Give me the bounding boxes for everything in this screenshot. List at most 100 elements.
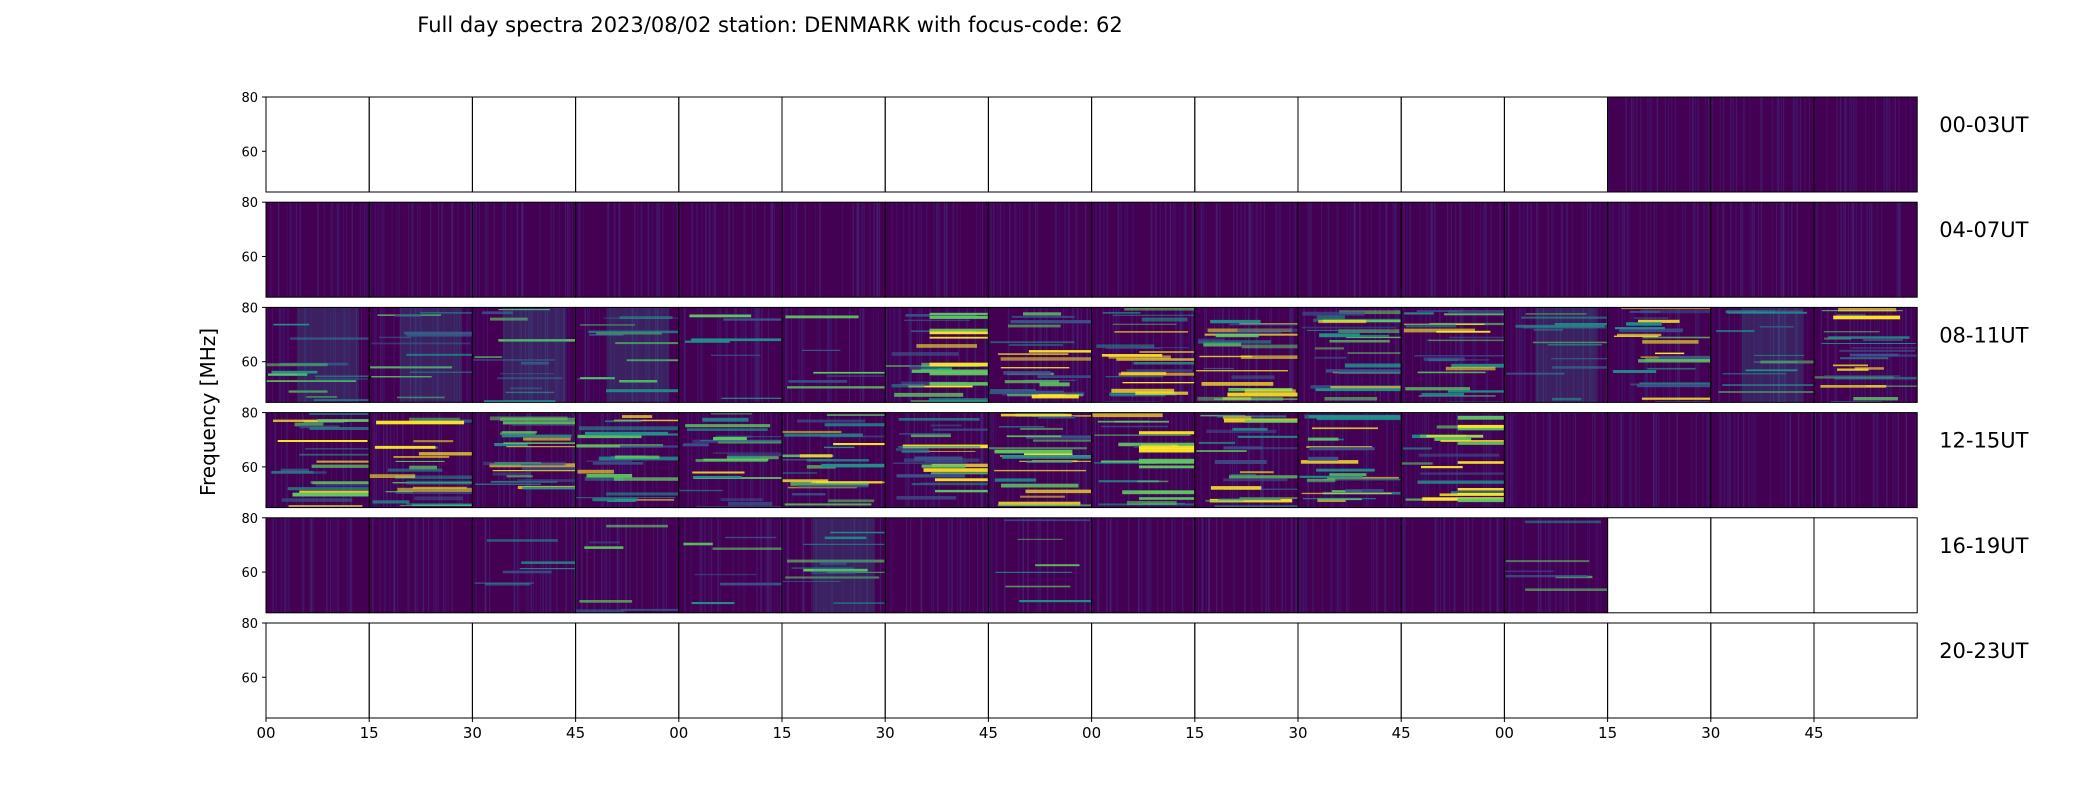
y-tick-label: 60 bbox=[241, 145, 258, 160]
y-tick-label: 80 bbox=[241, 407, 258, 422]
spectra-row-04-07ut: 80 60 04-07UT bbox=[241, 196, 2029, 298]
spectrum-panel bbox=[1400, 96, 1505, 193]
panel-frame bbox=[1813, 306, 1918, 403]
spectrum-panel bbox=[884, 96, 989, 193]
chart-title: Full day spectra 2023/08/02 station: DEN… bbox=[417, 13, 1122, 37]
spectrum-panel bbox=[471, 306, 577, 403]
spectrum-panel bbox=[884, 517, 989, 614]
spectrum-panel bbox=[1194, 306, 1299, 403]
panel-frame bbox=[781, 96, 886, 193]
spectrum-panel bbox=[1607, 517, 1712, 614]
spectrum-panel bbox=[265, 412, 370, 509]
x-tick-label: 00 bbox=[256, 724, 275, 742]
spectrum-panel bbox=[471, 622, 577, 719]
spectrum-panel bbox=[1813, 201, 1918, 298]
panel-frame bbox=[368, 96, 473, 193]
spectrum-panel bbox=[678, 517, 783, 614]
spectrum-panel bbox=[1400, 201, 1505, 298]
spectrum-panel bbox=[1710, 412, 1815, 509]
panel-frame bbox=[1400, 622, 1505, 719]
y-axis-label: Frequency [MHz] bbox=[196, 328, 220, 496]
spectrum-panel bbox=[1091, 201, 1196, 298]
x-tick-label: 30 bbox=[876, 724, 895, 742]
x-tick-label: 15 bbox=[360, 724, 379, 742]
spectrum-panel bbox=[1710, 517, 1815, 614]
spectrum-panel bbox=[368, 306, 473, 403]
x-axis: 00 15 30 45 00 15 30 45 00 15 30 45 00 15 30 45 bbox=[256, 718, 1824, 742]
x-tick-label: 30 bbox=[463, 724, 482, 742]
x-tick-label: 00 bbox=[669, 724, 688, 742]
panel-frame bbox=[1607, 517, 1712, 614]
spectrum-panel bbox=[1607, 412, 1712, 509]
spectrum-panel bbox=[1503, 517, 1609, 614]
panel-frame bbox=[1297, 622, 1402, 719]
panel-frame bbox=[1194, 622, 1299, 719]
row-time-label: 16-19UT bbox=[1939, 534, 2028, 558]
spectrum-panel bbox=[1297, 306, 1402, 403]
spectrum-panel bbox=[1297, 412, 1402, 509]
y-tick-label: 80 bbox=[241, 91, 258, 106]
y-tick-label: 80 bbox=[241, 617, 258, 632]
spectrum-panel bbox=[987, 201, 1093, 298]
panel-frame bbox=[1503, 622, 1609, 719]
spectrum-panel bbox=[368, 412, 473, 509]
spectrum-panel bbox=[1297, 622, 1402, 719]
panel-frame bbox=[471, 622, 577, 719]
y-tick-label: 80 bbox=[241, 196, 258, 211]
spectrum-panel bbox=[781, 306, 886, 403]
spectrum-panel bbox=[1091, 96, 1196, 193]
spectrum-panel bbox=[884, 412, 989, 509]
spectrum-panel bbox=[1194, 622, 1299, 719]
spectrum-panel bbox=[575, 622, 680, 719]
spectrum-panel bbox=[265, 306, 370, 403]
y-tick-label: 60 bbox=[241, 566, 258, 581]
spectrum-panel bbox=[265, 622, 370, 719]
spectra-row-08-11ut: 80 60 08-11UT bbox=[241, 301, 2029, 403]
spectrum-panel bbox=[1710, 201, 1815, 298]
x-tick-label: 30 bbox=[1701, 724, 1720, 742]
spectrum-panel bbox=[781, 622, 886, 719]
spectrum-panel bbox=[368, 622, 473, 719]
panel-frame bbox=[781, 622, 886, 719]
x-tick-label: 45 bbox=[979, 724, 998, 742]
spectrum-panel bbox=[1297, 201, 1402, 298]
spectrum-panel bbox=[1813, 306, 1918, 403]
spectrum-panel bbox=[1813, 412, 1918, 509]
spectrum-panel bbox=[1400, 622, 1505, 719]
spectrum-panel bbox=[987, 517, 1093, 614]
panel-frame bbox=[987, 96, 1093, 193]
x-tick-label: 45 bbox=[566, 724, 585, 742]
spectrum-panel bbox=[781, 412, 886, 509]
panel-frame bbox=[1813, 96, 1918, 193]
panel-frame bbox=[1813, 517, 1918, 614]
spectrum-panel bbox=[678, 201, 783, 298]
spectrum-panel bbox=[1194, 201, 1299, 298]
y-tick-label: 80 bbox=[241, 301, 258, 316]
spectrum-panel bbox=[575, 306, 680, 403]
spectrum-panel bbox=[1194, 517, 1299, 614]
spectrum-panel bbox=[1503, 306, 1609, 403]
spectrum-panel bbox=[471, 96, 577, 193]
spectrum-panel bbox=[368, 201, 473, 298]
panel-frame bbox=[368, 622, 473, 719]
x-tick-label: 00 bbox=[1495, 724, 1514, 742]
spectrum-panel bbox=[1710, 622, 1815, 719]
spectrum-panel bbox=[1297, 96, 1402, 193]
panel-frame bbox=[1710, 622, 1815, 719]
spectrum-panel bbox=[265, 517, 370, 614]
panel-frame bbox=[678, 622, 783, 719]
spectrum-panel bbox=[1400, 517, 1505, 614]
spectrum-panel bbox=[1503, 96, 1609, 193]
spectrum-panel bbox=[987, 306, 1093, 403]
panel-frame bbox=[884, 96, 989, 193]
x-tick-label: 00 bbox=[1082, 724, 1101, 742]
spectrum-panel bbox=[1813, 96, 1918, 193]
x-tick-label: 15 bbox=[1598, 724, 1617, 742]
spectrum-panel bbox=[884, 622, 989, 719]
spectrum-panel bbox=[1400, 412, 1505, 509]
spectra-row-20-23ut: 80 60 20-23UT bbox=[241, 617, 2029, 719]
spectrum-panel bbox=[368, 517, 473, 614]
spectra-row-12-15ut: 80 60 12-15UT bbox=[241, 407, 2029, 509]
row-time-label: 04-07UT bbox=[1939, 218, 2028, 242]
